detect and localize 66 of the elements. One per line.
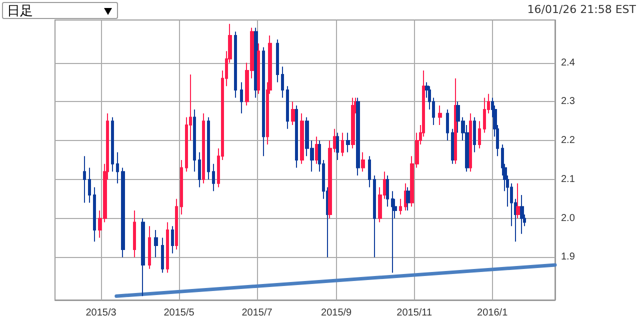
candlestick: [341, 132, 344, 157]
candlestick: [286, 86, 289, 130]
candlestick: [368, 156, 371, 188]
candlestick: [161, 237, 164, 274]
candlestick: [399, 198, 402, 215]
x-tick-label: 2016/1: [477, 308, 508, 318]
candlestick: [451, 128, 454, 164]
candlestick: [212, 163, 215, 192]
candlestick: [141, 218, 145, 297]
candlestick: [483, 97, 486, 134]
candlestick: [111, 116, 114, 172]
candlestick: [180, 160, 183, 215]
y-tick-label: 2.4: [561, 57, 576, 68]
candlestick: [516, 182, 520, 219]
candlestick: [154, 230, 158, 258]
candlestick: [351, 97, 355, 149]
candlestick: [116, 152, 119, 184]
candlestick: [166, 222, 169, 274]
candlestick: [361, 152, 365, 172]
candlestick: [93, 186, 96, 242]
candlestick: [175, 198, 178, 250]
x-tick-label: 2015/5: [164, 308, 195, 318]
candlestick: [406, 186, 410, 212]
y-tick-label: 2.2: [561, 135, 576, 146]
candlestick: [373, 175, 376, 258]
candlestick: [234, 31, 237, 98]
candlestick: [469, 112, 472, 172]
candlestick: [240, 82, 243, 114]
candlestick: [291, 101, 295, 126]
x-tick-label: 2015/3: [86, 308, 117, 318]
candlestick: [391, 190, 394, 274]
candlestick: [356, 97, 360, 176]
candlestick: [262, 46, 265, 157]
candlestick: [276, 38, 279, 83]
y-tick-label: 1.9: [561, 252, 576, 263]
candlestick: [336, 132, 339, 160]
candlestick: [446, 108, 449, 142]
x-tick-label: 2015/11: [396, 308, 432, 318]
x-tick-label: 2015/9: [321, 308, 352, 318]
candlestick: [520, 194, 524, 234]
candlestick: [171, 226, 174, 254]
candlestick: [295, 105, 298, 168]
text: 16/01/26 21:58 EST: [527, 3, 636, 16]
candlestick: [133, 210, 136, 258]
candlestick: [257, 42, 260, 94]
candlestick: [346, 132, 350, 153]
candlestick: [198, 152, 201, 188]
candlestick: [202, 112, 205, 184]
y-tick-label: 2.1: [561, 174, 576, 185]
candlestick: [88, 167, 91, 204]
x-tick-label: 2015/7: [242, 308, 273, 318]
candlestick: [454, 78, 457, 164]
candlestick: [300, 112, 304, 164]
dropdown: 日足: [2, 2, 118, 19]
candlestick: [386, 175, 389, 208]
candlestick: [193, 108, 196, 172]
candlestick: [121, 167, 125, 258]
candlestick: [281, 66, 284, 98]
candlestick: [148, 226, 151, 270]
candlestick: [478, 120, 481, 149]
y-tick-label: 2.0: [561, 212, 576, 224]
y-tick-label: 2.3: [561, 96, 576, 108]
candlestick: [83, 156, 86, 204]
candlestick: [207, 116, 210, 180]
candlestick: [438, 105, 442, 126]
candlestick: [473, 116, 476, 153]
